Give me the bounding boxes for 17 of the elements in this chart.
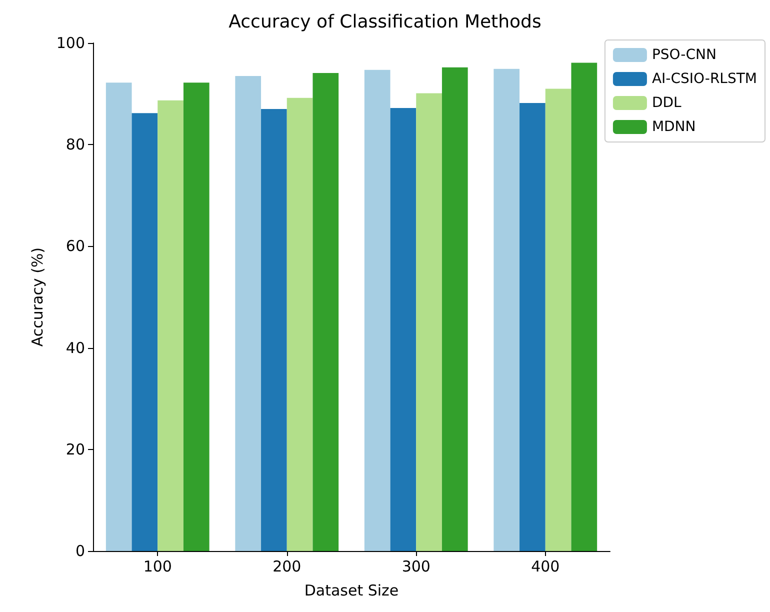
y-tick-label: 0 bbox=[75, 542, 85, 560]
y-tick-label: 80 bbox=[66, 136, 85, 154]
x-axis-title: Dataset Size bbox=[304, 582, 399, 600]
x-tick-label: 200 bbox=[272, 558, 302, 576]
y-axis-title: Accuracy (%) bbox=[28, 247, 46, 347]
legend-label: PSO-CNN bbox=[652, 47, 716, 63]
legend-label: AI-CSIO-RLSTM bbox=[652, 71, 758, 87]
x-tick-label: 400 bbox=[531, 558, 560, 576]
legend-label: DDL bbox=[652, 95, 682, 111]
x-tick-label: 300 bbox=[402, 558, 430, 576]
y-tick-label: 100 bbox=[56, 34, 85, 52]
y-tick-label: 20 bbox=[66, 440, 85, 458]
y-tick-label: 60 bbox=[66, 237, 85, 256]
chart-title: Accuracy of Classification Methods bbox=[228, 12, 542, 32]
x-tick-label: 100 bbox=[143, 558, 172, 576]
y-tick-label: 40 bbox=[66, 338, 85, 357]
legend-label: MDNN bbox=[652, 119, 696, 135]
